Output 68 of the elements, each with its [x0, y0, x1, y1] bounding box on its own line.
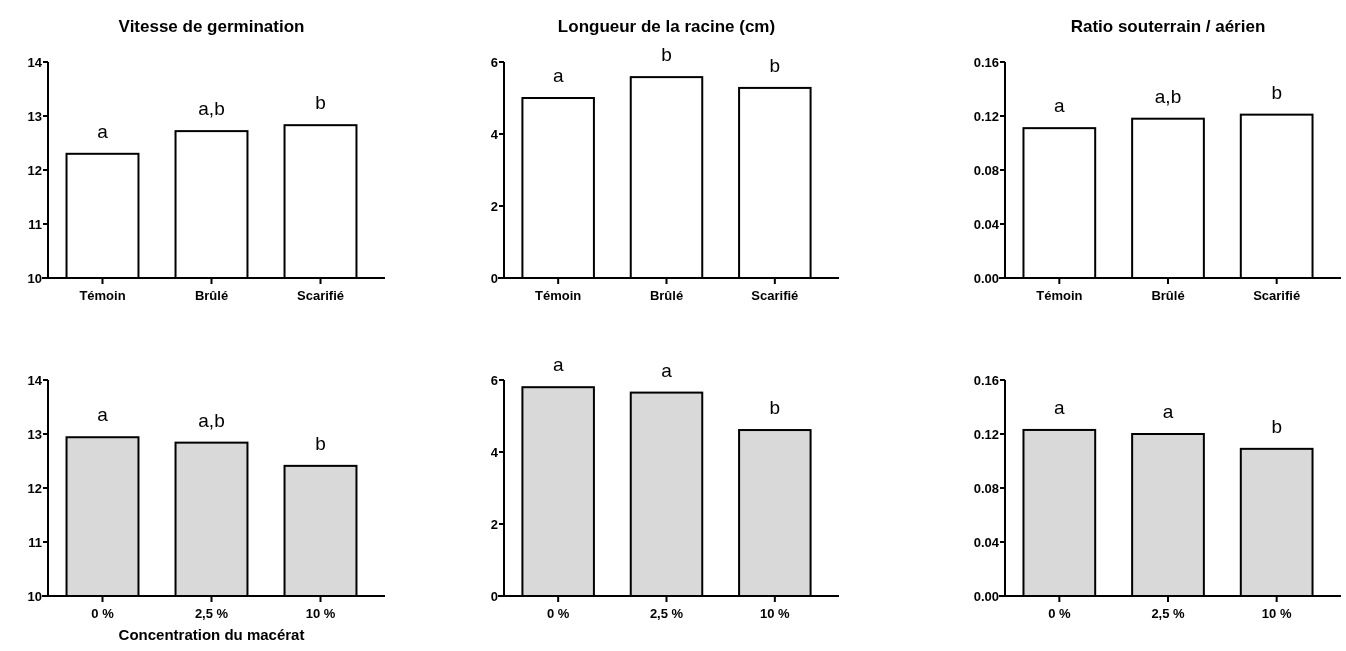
x-tick-label: Scarifié — [297, 288, 344, 303]
annotation: b — [769, 397, 781, 419]
x-tick-label: 10 % — [760, 606, 791, 621]
x-tick-label: Brûlé — [649, 288, 684, 303]
annotation: a — [552, 354, 564, 376]
chart-title: Ratio souterrain / aérien — [1070, 17, 1266, 36]
x-tick-label: 10 % — [305, 606, 336, 621]
annotation: a — [1054, 95, 1066, 117]
x-tick-label: 0 % — [91, 606, 115, 621]
y-tick-label: 14 — [27, 54, 43, 70]
y-tick-label: 14 — [27, 372, 43, 388]
y-tick-label: 13 — [27, 108, 42, 124]
y-tick-label: 0.08 — [973, 162, 999, 178]
x-axis-title: Concentration du macérat — [118, 626, 305, 643]
x-tick-label: 10 % — [1261, 606, 1292, 621]
x-tick-label: 2,5 % — [649, 606, 684, 621]
chart-title: Vitesse de germination — [118, 17, 305, 36]
y-tick-label: 13 — [27, 426, 42, 442]
y-tick-label: 4 — [490, 126, 499, 142]
annotation: a — [97, 404, 109, 426]
annotation: a — [552, 65, 564, 86]
y-tick-label: 6 — [490, 372, 498, 388]
y-tick-label: 0.12 — [973, 426, 999, 442]
y-tick-label: 4 — [490, 444, 499, 460]
y-tick-label: 2 — [490, 516, 498, 532]
annotation: b — [661, 44, 672, 66]
x-tick-label: Scarifié — [751, 288, 799, 303]
y-tick-label: 6 — [490, 54, 498, 70]
annotation: b — [1271, 415, 1282, 437]
y-tick-label: 11 — [28, 216, 42, 232]
y-tick-label: 0 — [490, 588, 498, 604]
annotation: a — [661, 359, 673, 381]
x-tick-label: Témoin — [535, 288, 582, 303]
y-tick-label: 0.00 — [973, 588, 999, 604]
y-tick-label: 0.16 — [973, 54, 999, 70]
y-tick-label: 12 — [27, 480, 42, 496]
y-tick-label: 10 — [27, 270, 42, 286]
x-tick-label: Brûlé — [1151, 288, 1185, 303]
annotation: a — [1162, 401, 1174, 422]
annotation: a,b — [198, 409, 225, 431]
y-tick-label: 0.08 — [973, 480, 999, 496]
y-tick-label: 0.16 — [973, 372, 999, 388]
y-tick-label: 10 — [27, 588, 42, 604]
annotation: b — [315, 432, 326, 454]
x-tick-label: 2,5 % — [194, 606, 229, 621]
annotation: b — [769, 54, 781, 76]
annotation: a — [97, 120, 109, 142]
y-tick-label: 0.04 — [973, 216, 1000, 232]
annotation: b — [315, 92, 326, 114]
y-tick-label: 12 — [27, 162, 42, 178]
annotation: b — [1271, 81, 1282, 103]
y-tick-label: 11 — [28, 534, 42, 550]
x-tick-label: Brûlé — [194, 288, 229, 303]
y-tick-label: 0.00 — [973, 270, 999, 286]
y-tick-label: 2 — [490, 198, 498, 214]
y-tick-label: 0.12 — [973, 108, 999, 124]
annotation: a — [1054, 396, 1066, 418]
chart-title: Longueur de la racine (cm) — [557, 17, 776, 36]
x-tick-label: Scarifié — [1253, 288, 1301, 303]
annotation: a,b — [198, 98, 225, 120]
x-tick-label: Témoin — [79, 288, 126, 303]
y-tick-label: 0 — [490, 270, 498, 286]
x-tick-label: 2,5 % — [1151, 606, 1186, 621]
annotation: a,b — [1154, 85, 1182, 107]
x-tick-label: Témoin — [1036, 288, 1083, 303]
x-tick-label: 0 % — [1048, 606, 1071, 621]
x-tick-label: 0 % — [546, 606, 570, 621]
y-tick-label: 0.04 — [973, 534, 1000, 550]
